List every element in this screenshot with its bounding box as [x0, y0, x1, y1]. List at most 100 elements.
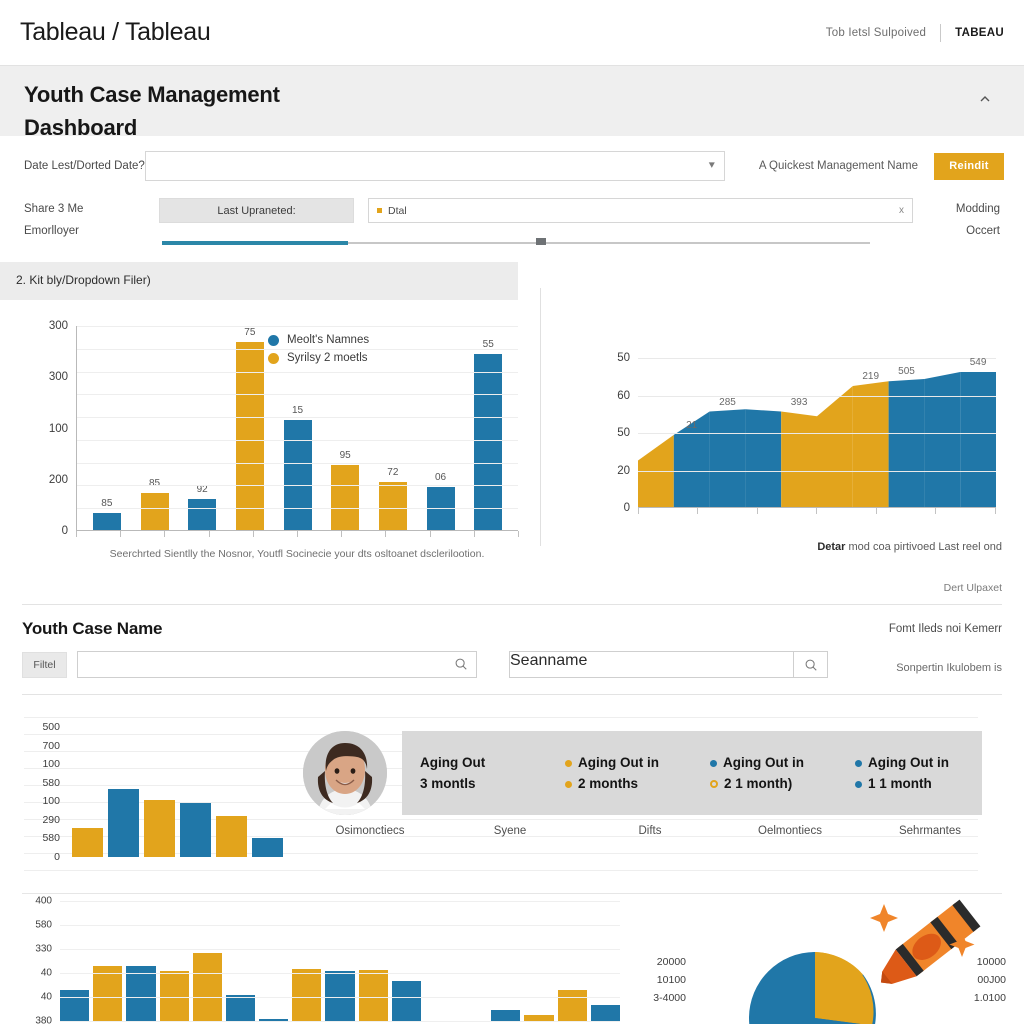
card-line-1: Aging Out in: [855, 752, 972, 773]
bar[interactable]: 75: [235, 327, 264, 530]
support-link[interactable]: Tob Ietsl Sulpoived: [825, 26, 927, 39]
bar[interactable]: [108, 788, 139, 857]
area-chart-shape: [638, 371, 996, 507]
chevron-up-icon[interactable]: [978, 92, 992, 109]
search-row: Filtel Seanname: [22, 651, 1002, 678]
area-segment[interactable]: [817, 385, 853, 507]
last-updated-button[interactable]: Last Upraneted:: [159, 198, 354, 223]
area-value-label: 549: [969, 357, 987, 369]
bar[interactable]: 92: [188, 484, 217, 530]
bar[interactable]: [358, 969, 388, 1021]
bar-chart-y-tick: 100: [48, 422, 68, 435]
aging-out-card[interactable]: Aging Out in 2 months: [547, 752, 692, 794]
slider-handle[interactable]: [536, 238, 546, 245]
bar[interactable]: [557, 989, 587, 1021]
legend-item[interactable]: Meolt's Namnes: [268, 334, 369, 346]
modding-label[interactable]: Modding: [955, 203, 1000, 215]
bar[interactable]: [93, 966, 123, 1021]
bar-value-label: 92: [196, 483, 208, 495]
bar-chart-tertiary-bars: [68, 727, 283, 857]
status-dot-icon: [710, 780, 718, 788]
aging-out-card[interactable]: Aging Out in 1 1 month: [837, 752, 982, 794]
aging-out-card-group: Aging Out 3 montls Aging Out in 2 months Agi…: [402, 731, 982, 815]
bottom-y-tick: 330: [35, 943, 52, 955]
legend-item[interactable]: Syrilsy 2 moetls: [268, 352, 369, 364]
bar[interactable]: [72, 828, 103, 857]
bar-chart-tertiary-y-axis: 0 580 290 100 580 100 700 500: [18, 721, 66, 863]
card-line-1: Aging Out in: [710, 752, 827, 773]
bar[interactable]: 95: [331, 450, 360, 530]
slider-track[interactable]: [162, 242, 870, 244]
gridline: [24, 853, 978, 854]
aging-out-card[interactable]: Aging Out 3 montls: [402, 752, 547, 794]
search-input-secondary-placeholder: Seanname: [510, 652, 588, 669]
bar[interactable]: 85: [92, 498, 121, 530]
area-segment[interactable]: [852, 381, 889, 507]
bar[interactable]: [126, 965, 156, 1021]
gridline: [60, 997, 620, 998]
bar-chart-y-tick: 300: [48, 371, 68, 384]
bar[interactable]: [180, 803, 211, 857]
bottom-y-tick: 400: [35, 895, 52, 907]
dropdown-filter-label: 2. Kit bly/Dropdown Filer): [16, 273, 151, 287]
bar[interactable]: 55: [474, 339, 503, 530]
submit-button[interactable]: Reindit: [934, 152, 1004, 180]
area-segment[interactable]: [709, 409, 746, 507]
card-label-bottom: 2 1 month): [724, 776, 793, 791]
page-title: Youth Case Management Dashboard: [24, 82, 280, 140]
bar[interactable]: 15: [283, 405, 312, 530]
search-input-secondary[interactable]: Seanname: [509, 651, 794, 678]
area-segment[interactable]: [888, 378, 925, 507]
bar[interactable]: 72: [378, 467, 407, 530]
area-segment[interactable]: [673, 411, 710, 507]
range-slider[interactable]: [24, 234, 1000, 250]
bar[interactable]: [144, 799, 175, 857]
area-chart-y-axis: 0 20 50 60 50: [596, 352, 636, 514]
bar-value-label: 85: [101, 498, 113, 510]
gridline: [60, 973, 620, 974]
aging-out-card[interactable]: Aging Out in 2 1 month): [692, 752, 837, 794]
share-label-line2: Emorlloyer: [24, 225, 79, 237]
area-segment[interactable]: [781, 411, 817, 507]
tertiary-y-tick: 700: [42, 739, 60, 752]
card-line-2: 3 montls: [420, 773, 537, 794]
search-button[interactable]: [794, 651, 828, 678]
gridline: [77, 326, 518, 327]
area-segment[interactable]: [924, 371, 961, 507]
bar[interactable]: [391, 980, 421, 1021]
bar[interactable]: [259, 1019, 289, 1021]
bottom-right-value: 00J00: [977, 974, 1006, 986]
top-navigation-bar: Tableau / Tableau Tob Ietsl Sulpoived TA…: [0, 0, 1024, 66]
bar[interactable]: [524, 1015, 554, 1021]
bar[interactable]: [292, 969, 322, 1021]
x-tick: [385, 531, 387, 537]
occert-label[interactable]: Occert: [966, 225, 1000, 237]
tableau-logo: TABEAU: [955, 26, 1004, 39]
legend-dot-icon: [268, 334, 279, 346]
bottom-y-tick: 580: [35, 919, 52, 931]
bar[interactable]: [252, 837, 283, 857]
close-icon[interactable]: x: [899, 205, 904, 216]
area-segment[interactable]: [745, 409, 782, 507]
management-name-label: A Quickest Management Name: [758, 160, 918, 172]
bar[interactable]: [192, 953, 222, 1021]
bar[interactable]: [216, 815, 247, 857]
legend-label: Meolt's Namnes: [287, 334, 370, 346]
bottom-y-tick: 380: [35, 1015, 52, 1024]
bar[interactable]: [225, 994, 256, 1021]
tertiary-y-tick: 580: [42, 832, 60, 845]
bar[interactable]: [491, 1010, 521, 1021]
filter-pill-button[interactable]: Filtel: [22, 651, 67, 678]
bar[interactable]: 85: [140, 478, 169, 530]
bar[interactable]: [60, 989, 90, 1021]
bar[interactable]: [325, 970, 355, 1021]
bar-chart-y-tick: 300: [48, 320, 68, 332]
bar[interactable]: [159, 971, 189, 1021]
area-segment[interactable]: [960, 371, 996, 507]
tag-filter-box[interactable]: Dtal x: [368, 198, 913, 223]
bar-slot: 75: [226, 326, 274, 530]
date-filter-dropdown[interactable]: ▾: [144, 151, 725, 181]
card-label-bottom: 1 1 month: [868, 776, 932, 791]
bar[interactable]: [590, 1004, 620, 1021]
search-input-primary[interactable]: [77, 651, 477, 678]
